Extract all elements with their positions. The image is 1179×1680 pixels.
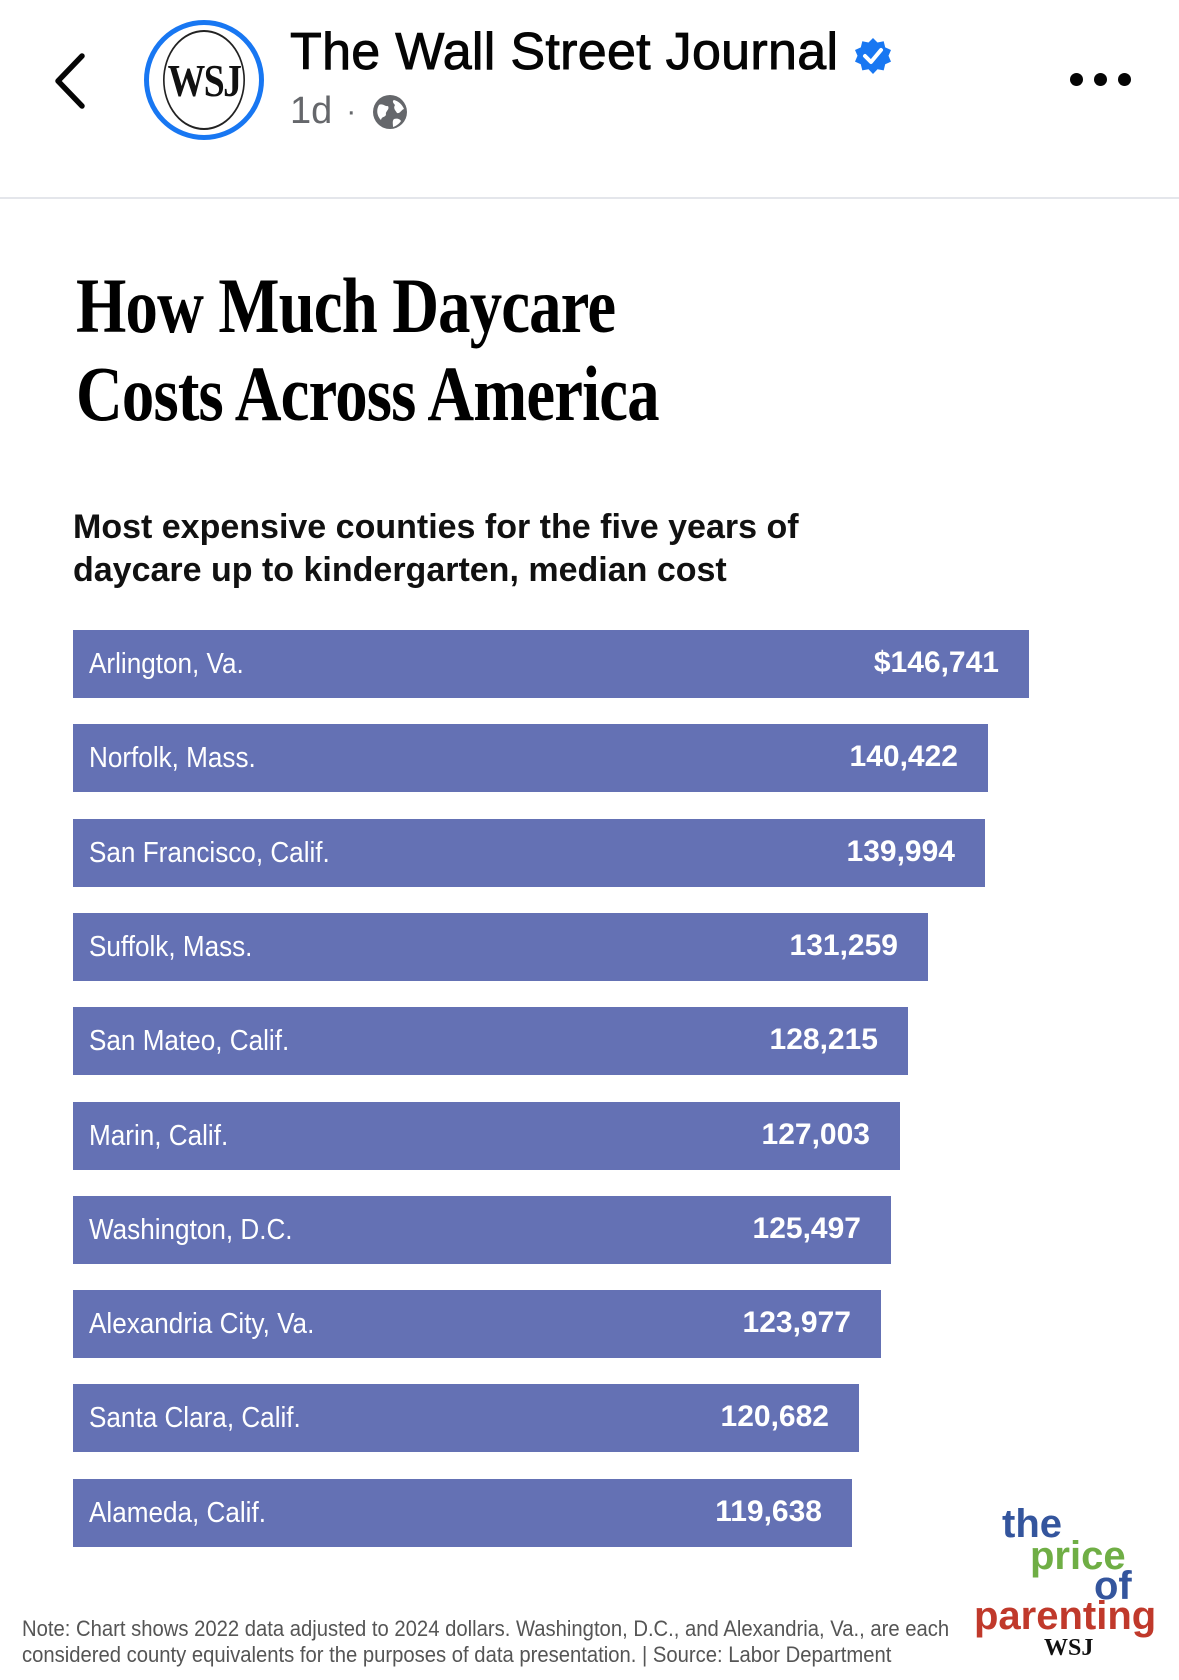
bar-category-label: Santa Clara, Calif. xyxy=(89,1402,301,1434)
bar: Alexandria City, Va. 123,977 xyxy=(73,1290,881,1358)
bar: San Francisco, Calif. 139,994 xyxy=(73,819,985,887)
bar: Santa Clara, Calif. 120,682 xyxy=(73,1384,859,1452)
back-button[interactable] xyxy=(44,46,104,116)
note-line-1: Note: Chart shows 2022 data adjusted to … xyxy=(22,1616,950,1641)
post-time[interactable]: 1d xyxy=(290,90,333,132)
subtitle-line-2: daycare up to kindergarten, median cost xyxy=(73,551,727,589)
bar-value-label: 127,003 xyxy=(761,1118,870,1151)
graphic-subtitle: Most expensive counties for the five yea… xyxy=(73,506,833,592)
bar: Marin, Calif. 127,003 xyxy=(73,1102,900,1170)
more-options-icon xyxy=(1070,72,1083,86)
bar-category-label: Washington, D.C. xyxy=(89,1214,293,1246)
bar-category-label: Norfolk, Mass. xyxy=(89,742,256,774)
bar-category-label: Marin, Calif. xyxy=(89,1120,229,1152)
bar-category-label: Arlington, Va. xyxy=(89,648,244,680)
bar: Washington, D.C. 125,497 xyxy=(73,1196,891,1264)
bar-category-label: Suffolk, Mass. xyxy=(89,931,253,963)
bar: Arlington, Va. $146,741 xyxy=(73,630,1029,698)
bar-value-label: 140,422 xyxy=(849,740,958,773)
bar: Norfolk, Mass. 140,422 xyxy=(73,724,988,792)
title-line-2: Costs Across America xyxy=(76,350,660,437)
globe-icon xyxy=(373,94,408,129)
bar-category-label: San Mateo, Calif. xyxy=(89,1025,290,1057)
logo-of: of xyxy=(1094,1564,1132,1608)
bar-chart: Arlington, Va. $146,741 Norfolk, Mass. 140,… xyxy=(73,630,1073,1550)
graphic-title: How Much Daycare Costs Across America xyxy=(76,262,707,438)
subtitle-line-1: Most expensive counties for the five yea… xyxy=(73,508,799,546)
bar-value-label: 128,215 xyxy=(769,1023,878,1056)
more-options-icon xyxy=(1118,72,1131,86)
header-divider xyxy=(0,197,1179,199)
chart-note: Note: Chart shows 2022 data adjusted to … xyxy=(22,1616,950,1668)
bar-value-label: 120,682 xyxy=(720,1400,829,1433)
logo-brand: WSJ xyxy=(1044,1635,1094,1661)
logo-parenting: parenting xyxy=(974,1594,1157,1638)
bar-value-label: 123,977 xyxy=(742,1306,851,1339)
bar-value-label: 131,259 xyxy=(789,929,898,962)
page-name[interactable]: The Wall Street Journal xyxy=(290,23,839,82)
bar: San Mateo, Calif. 128,215 xyxy=(73,1007,908,1075)
bar-value-label: $146,741 xyxy=(873,646,999,679)
bar-category-label: San Francisco, Calif. xyxy=(89,837,330,869)
more-options-button[interactable] xyxy=(1070,64,1140,94)
avatar[interactable]: WSJ xyxy=(144,20,264,140)
bar-value-label: 119,638 xyxy=(715,1495,822,1528)
meta-separator: · xyxy=(346,94,357,128)
title-line-1: How Much Daycare xyxy=(76,262,616,349)
note-line-2: considered county equivalents for the pu… xyxy=(22,1642,892,1667)
logo-the: the xyxy=(1002,1502,1062,1546)
avatar-logo: WSJ xyxy=(163,30,245,130)
logo-price: price xyxy=(1030,1534,1126,1578)
back-arrow-icon xyxy=(55,53,85,109)
price-of-parenting-logo: the price of parenting WSJ xyxy=(968,1500,1168,1660)
bar-category-label: Alameda, Calif. xyxy=(89,1497,266,1529)
bar-value-label: 139,994 xyxy=(846,835,955,868)
post-header: WSJ The Wall Street Journal 1d · xyxy=(0,0,1179,199)
verified-badge-icon xyxy=(855,38,891,74)
bar: Suffolk, Mass. 131,259 xyxy=(73,913,928,981)
more-options-icon xyxy=(1094,72,1107,86)
bar: Alameda, Calif. 119,638 xyxy=(73,1479,852,1547)
bar-value-label: 125,497 xyxy=(752,1212,861,1245)
post-meta: 1d · xyxy=(290,90,410,133)
bar-category-label: Alexandria City, Va. xyxy=(89,1308,315,1340)
